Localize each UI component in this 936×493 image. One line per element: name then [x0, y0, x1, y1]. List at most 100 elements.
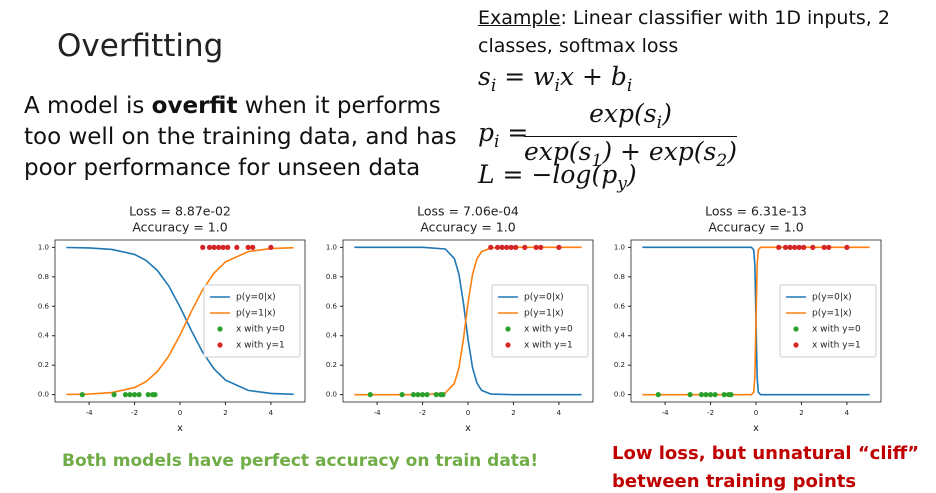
point	[145, 392, 151, 398]
y-tick-label: 1.0	[614, 243, 625, 251]
legend-label: p(y=1|x)	[524, 309, 564, 319]
point	[131, 392, 138, 398]
slide-title: Overfitting	[57, 28, 224, 64]
point	[220, 244, 226, 250]
chart-title: Loss = 8.87e-02	[129, 204, 231, 219]
legend-label: x with y=1	[524, 341, 573, 351]
eq-sub: i	[490, 76, 497, 96]
point	[844, 244, 850, 250]
legend-label: x with y=0	[236, 325, 285, 335]
line	[642, 246, 870, 396]
y-tick-label: 1.0	[326, 243, 337, 251]
y-tick-label: 0.8	[326, 273, 337, 281]
y-tick-label: 0.0	[614, 391, 625, 399]
example-text: Example: Linear classifier with 1D input…	[478, 4, 898, 60]
line: between training points	[612, 471, 857, 492]
eq-sub: i	[656, 113, 663, 133]
point	[522, 244, 528, 250]
point	[728, 392, 734, 398]
point	[494, 244, 501, 250]
eq-sub: i	[554, 76, 560, 96]
x-tick-label: -4	[662, 409, 670, 417]
eq-part: s	[478, 62, 491, 91]
x-tick-label: 0	[466, 409, 470, 417]
point	[424, 392, 430, 398]
text: when it performs too well on the trainin…	[24, 93, 457, 181]
point	[703, 392, 709, 398]
point	[111, 392, 117, 398]
eq-part: ) + exp(s	[602, 137, 717, 166]
legend-box	[491, 284, 589, 358]
y-tick-label: 0.2	[38, 361, 49, 369]
x-tick-label: 2	[799, 409, 803, 417]
point	[776, 244, 782, 250]
bold-text: overfit	[151, 93, 238, 119]
legend-label: p(y=1|x)	[236, 309, 276, 319]
point	[782, 244, 789, 250]
footer-note: Low loss, but unnatural “cliff” between t…	[612, 440, 919, 493]
legend-swatch	[793, 326, 799, 332]
point	[655, 392, 661, 398]
point	[433, 392, 439, 398]
point	[721, 392, 727, 398]
point	[787, 244, 793, 250]
text: : Linear classifier with 1D inputs, 2 cl…	[478, 7, 890, 57]
point	[206, 244, 213, 250]
x-tick-label: 2	[223, 409, 227, 417]
fraction: exp(si) exp(s1) + exp(s2)	[524, 99, 737, 171]
legend-label: p(y=0|x)	[812, 293, 852, 303]
point	[399, 392, 405, 398]
point	[268, 244, 274, 250]
point	[216, 244, 222, 250]
chart-title: Loss = 7.06e-04	[417, 204, 519, 219]
x-tick-label: -2	[707, 409, 714, 417]
eq-sub: 2	[716, 151, 728, 171]
point	[801, 244, 807, 250]
y-tick-label: 1.0	[38, 243, 49, 251]
line	[66, 246, 294, 396]
y-tick-label: 0.2	[614, 361, 625, 369]
eq-sub: i	[494, 132, 500, 152]
eq-part: = w	[496, 62, 555, 91]
x-tick-label: 2	[511, 409, 515, 417]
eq-part: p	[478, 118, 495, 147]
legend-label: x with y=1	[812, 341, 861, 351]
eq-sub: y	[617, 174, 627, 194]
point	[810, 244, 816, 250]
eq-part: L = −log(p	[478, 160, 618, 189]
x-tick-label: -2	[419, 409, 426, 417]
legend-swatch	[505, 342, 511, 348]
chart-subtitle: Accuracy = 1.0	[420, 220, 515, 235]
point	[821, 244, 827, 250]
x-tick-label: -4	[86, 409, 94, 417]
eq-part: )	[626, 160, 637, 189]
point	[440, 392, 446, 398]
point	[225, 244, 231, 250]
x-axis-label: x	[753, 423, 759, 434]
label: Example	[478, 7, 561, 29]
eq-part: exp(s	[589, 99, 657, 128]
legend-label: p(y=0|x)	[236, 293, 276, 303]
chart-subtitle: Accuracy = 1.0	[132, 220, 227, 235]
point	[556, 244, 562, 250]
legend-box	[779, 284, 877, 358]
legend-label: x with y=0	[812, 325, 861, 335]
x-tick-label: 4	[269, 409, 274, 417]
point	[533, 244, 539, 250]
plot-frame	[54, 239, 306, 403]
eq-part: =	[499, 118, 529, 147]
point	[245, 244, 251, 250]
point	[488, 244, 494, 250]
legend-swatch	[217, 326, 223, 332]
point	[122, 392, 129, 398]
legend-swatch	[793, 342, 799, 348]
point	[250, 244, 256, 250]
y-tick-label: 0.4	[38, 332, 50, 340]
point	[200, 244, 206, 250]
y-tick-label: 0.6	[38, 302, 50, 310]
y-tick-label: 0.0	[38, 391, 49, 399]
point	[538, 244, 544, 250]
point	[415, 392, 421, 398]
y-tick-label: 0.6	[614, 302, 626, 310]
